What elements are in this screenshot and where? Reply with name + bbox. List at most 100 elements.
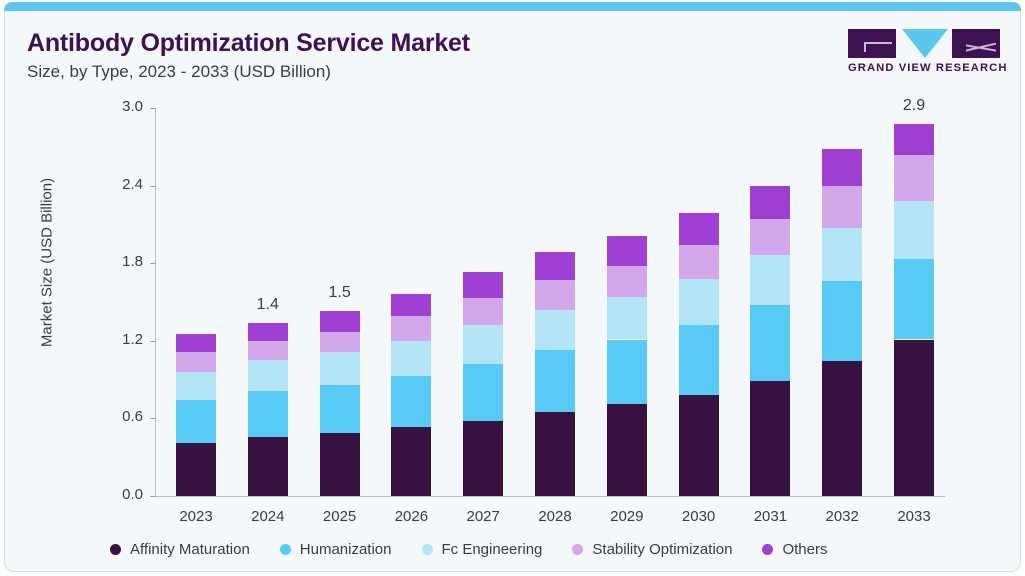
y-tick-mark (150, 186, 156, 187)
bar-segment[interactable] (463, 298, 504, 326)
bar-segment[interactable] (247, 322, 288, 341)
bar-segment[interactable] (678, 278, 719, 326)
chart-legend: Affinity Maturation Humanization Fc Engine… (110, 538, 857, 560)
bar-total-label: 2.9 (902, 96, 926, 114)
x-tick-label-2026: 2026 (394, 508, 429, 525)
bar-segment[interactable] (391, 316, 432, 341)
bar-segment[interactable] (535, 280, 575, 310)
bar-segment[interactable] (822, 361, 863, 496)
bar-segment[interactable] (750, 219, 791, 256)
y-tick-mark (150, 263, 156, 264)
bar-segment[interactable] (606, 339, 647, 405)
legend-dot-icon (572, 543, 584, 555)
bar-segment[interactable] (463, 420, 504, 496)
bar-segment[interactable] (822, 185, 863, 229)
x-axis-line (155, 496, 945, 497)
bar-segment[interactable] (535, 349, 575, 412)
bar-2026[interactable] (391, 108, 432, 496)
bar-segment[interactable] (319, 384, 360, 433)
bar-segment[interactable] (319, 331, 360, 353)
legend-item[interactable]: Humanization (279, 541, 392, 558)
legend-dot-icon (762, 543, 774, 555)
bar-2023[interactable] (176, 108, 216, 496)
bar-segment[interactable] (678, 395, 719, 496)
bar-segment[interactable] (822, 149, 863, 186)
bar-segment[interactable] (319, 352, 360, 385)
bar-2030[interactable] (678, 108, 719, 496)
stacked-bar-chart: Market Size (USD Billion) 0.0 0.6 1.2 1.8 2.… (5, 2, 1020, 571)
bar-2033[interactable] (894, 108, 934, 496)
bar-segment[interactable] (391, 294, 432, 317)
logo-g-notch (864, 42, 892, 52)
legend-label: Others (782, 540, 828, 558)
bar-segment[interactable] (678, 212, 719, 246)
x-tick-label-2033: 2033 (897, 508, 931, 525)
logo-g-block-icon (848, 29, 896, 58)
bar-segment[interactable] (535, 411, 575, 496)
bar-segment[interactable] (176, 371, 216, 401)
y-tick-label: 1.8 (122, 253, 143, 271)
bar-segment[interactable] (606, 265, 647, 297)
bar-segment[interactable] (894, 339, 934, 496)
bar-segment[interactable] (606, 404, 647, 496)
bar-segment[interactable] (606, 236, 647, 266)
bar-segment[interactable] (894, 201, 934, 260)
y-tick-label: 0.6 (122, 408, 143, 426)
bar-segment[interactable] (894, 123, 934, 155)
bar-segment[interactable] (319, 311, 360, 332)
bar-2031[interactable] (750, 108, 791, 496)
bar-2028[interactable] (535, 108, 575, 496)
legend-item[interactable]: Affinity Maturation (110, 541, 250, 558)
bar-segment[interactable] (678, 325, 719, 396)
bar-segment[interactable] (176, 334, 216, 353)
bar-segment[interactable] (750, 255, 791, 305)
bar-segment[interactable] (463, 364, 504, 421)
bar-segment[interactable] (247, 436, 288, 496)
logo-marks (848, 29, 1000, 58)
bar-segment[interactable] (176, 352, 216, 372)
bar-segment[interactable] (319, 432, 360, 496)
bar-segment[interactable] (176, 400, 216, 443)
x-tick-label-2029: 2029 (610, 508, 644, 525)
page-title: Antibody Optimization Service Market (27, 29, 470, 57)
bar-2032[interactable] (822, 108, 863, 496)
bar-segment[interactable] (894, 259, 934, 340)
bar-segment[interactable] (247, 340, 288, 361)
bar-segment[interactable] (391, 340, 432, 376)
bar-segment[interactable] (750, 185, 791, 220)
bar-segment[interactable] (247, 360, 288, 392)
bar-segment[interactable] (750, 304, 791, 381)
bar-2024[interactable] (247, 108, 288, 496)
bar-2025[interactable] (319, 108, 360, 496)
y-axis-title: Market Size (USD Billion) (38, 177, 56, 348)
legend-item[interactable]: Stability Optimization (572, 541, 732, 558)
bar-segment[interactable] (463, 272, 504, 299)
bar-segment[interactable] (678, 245, 719, 279)
legend-label: Stability Optimization (592, 540, 733, 558)
logo-v-triangle-icon (902, 29, 948, 58)
bar-segment[interactable] (391, 427, 432, 496)
legend-item[interactable]: Fc Engineering (421, 541, 542, 558)
x-tick-label-2023: 2023 (179, 508, 213, 525)
page-subtitle: Size, by Type, 2023 - 2033 (USD Billion) (27, 62, 331, 81)
y-tick-mark (150, 341, 156, 342)
bar-segment[interactable] (463, 325, 504, 365)
bar-segment[interactable] (606, 296, 647, 340)
legend-item[interactable]: Others (762, 541, 827, 558)
bar-segment[interactable] (822, 228, 863, 282)
bar-segment[interactable] (176, 442, 216, 496)
legend-dot-icon (110, 543, 121, 555)
bar-segment[interactable] (391, 375, 432, 428)
x-tick-label-2030: 2030 (681, 508, 716, 525)
bar-segment[interactable] (247, 391, 288, 437)
y-tick-mark (150, 418, 156, 419)
bar-segment[interactable] (535, 309, 575, 350)
bar-segment[interactable] (750, 380, 791, 496)
y-tick-label: 0.0 (122, 486, 143, 503)
bar-2027[interactable] (463, 108, 504, 496)
bar-segment[interactable] (822, 281, 863, 362)
bar-segment[interactable] (894, 154, 934, 202)
y-tick-label: 1.2 (122, 330, 143, 348)
bar-2029[interactable] (606, 108, 647, 496)
bar-segment[interactable] (535, 251, 575, 280)
